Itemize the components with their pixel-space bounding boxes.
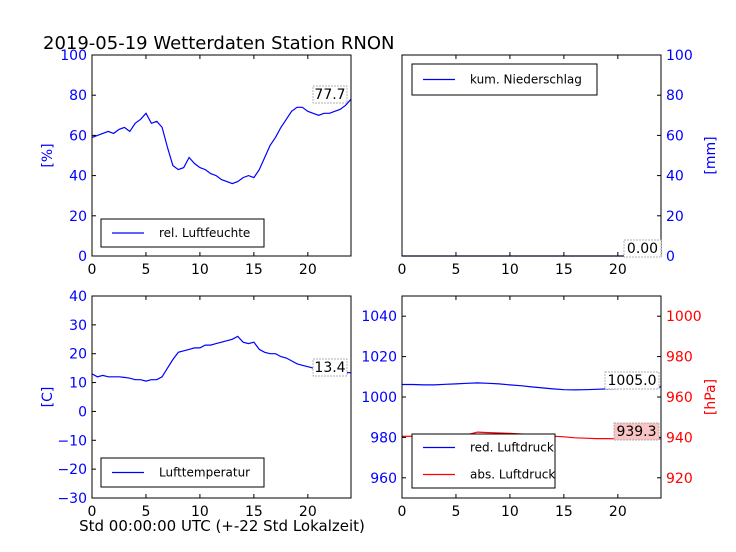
- last-value-box-temperature-0: [312, 358, 348, 377]
- panel-humidity: 0 5 10 15 20 0 20 40 60 80 100 [%] rel. Luftfeuchte 7…: [40, 48, 352, 278]
- plot-frame-humidity: [91, 54, 352, 257]
- last-value-label-humidity-0: 77.7: [314, 87, 345, 103]
- last-value-label-temperature-0: 13.4: [314, 360, 345, 376]
- x-tick-label: 5: [141, 262, 150, 278]
- legend-box-pressure: [411, 433, 556, 489]
- panel-precipitation: 0 5 10 15 20 0 20 40 60 80 100 [mm] kum. Niederschla…: [398, 48, 719, 278]
- legend-label-pressure-1: abs. Luftdruck: [470, 468, 555, 482]
- y-axis-label-humidity: [%]: [40, 143, 56, 167]
- last-value-label-pressure-0: 1005.0: [608, 373, 657, 389]
- last-value-label-pressure-1: 939.3: [616, 424, 656, 440]
- y-tick-label: 980: [370, 430, 397, 446]
- panel-pressure: 0 5 10 15 20 960 980 1000 1020 1040 920 940 960 980 10…: [361, 295, 719, 520]
- last-value-box-pressure-1: [613, 422, 660, 441]
- legend-label-pressure-0: red. Luftdruck: [470, 441, 554, 455]
- y-tick-label: 1040: [361, 309, 397, 325]
- legend-label-humidity-0: rel. Luftfeuchte: [159, 226, 250, 240]
- y-tick-label: 100: [60, 48, 87, 64]
- y-tick-label: 0: [78, 404, 87, 420]
- x-tick-label: 10: [191, 504, 209, 520]
- panel-temperature: 0 5 10 15 20 −30 −20 −10 0 10 20 30 40 [C] Lufttempera…: [40, 289, 352, 520]
- y-tick-label: 100: [666, 48, 693, 64]
- x-tick-label: 0: [88, 504, 97, 520]
- y-tick-label: 0: [78, 249, 87, 265]
- y-axis-label-temperature: [C]: [40, 387, 56, 408]
- y-tick-label: 80: [69, 88, 87, 104]
- y-right-tick-label: 920: [666, 471, 693, 487]
- last-value-box-precipitation-0: [623, 239, 662, 258]
- x-tick-label: 20: [609, 262, 627, 278]
- y-tick-label: 960: [370, 471, 397, 487]
- x-tick-label: 0: [88, 262, 97, 278]
- y-axis-label-precipitation: [mm]: [703, 136, 719, 174]
- x-tick-label: 5: [451, 504, 460, 520]
- legend-label-precipitation-0: kum. Niederschlag: [470, 73, 582, 87]
- x-tick-label: 20: [299, 504, 317, 520]
- y-tick-label: 10: [69, 376, 87, 392]
- plot-frame-precipitation: [401, 54, 662, 257]
- x-tick-label: 10: [501, 262, 519, 278]
- y-tick-label: 20: [69, 209, 87, 225]
- y-tick-label: 60: [69, 128, 87, 144]
- x-tick-label: 0: [398, 504, 407, 520]
- last-value-box-humidity-0: [312, 85, 348, 104]
- y-right-tick-label: 980: [666, 350, 693, 366]
- y-tick-label: 20: [666, 209, 684, 225]
- last-value-label-precipitation-0: 0.00: [627, 241, 658, 257]
- plot-frame-temperature: [91, 295, 352, 499]
- legend-label-temperature-0: Lufttemperatur: [159, 466, 250, 480]
- x-tick-label: 20: [609, 504, 627, 520]
- y-tick-label: 1000: [361, 390, 397, 406]
- y-tick-label: 0: [666, 249, 675, 265]
- time-axis-label: Std 00:00:00 UTC (+-22 Std Lokalzeit): [79, 517, 365, 535]
- x-tick-label: 15: [245, 262, 263, 278]
- y-right-tick-label: 940: [666, 430, 693, 446]
- y-right-tick-label: 1000: [666, 309, 702, 325]
- series-line-humidity-0: [91, 98, 352, 185]
- x-tick-label: 0: [398, 262, 407, 278]
- x-tick-label: 5: [451, 262, 460, 278]
- x-tick-label: 10: [501, 504, 519, 520]
- x-tick-label: 10: [191, 262, 209, 278]
- y-tick-label: 80: [666, 88, 684, 104]
- y-tick-label: −30: [57, 491, 87, 507]
- y-tick-label: 60: [666, 128, 684, 144]
- series-line-temperature-0: [91, 335, 352, 382]
- x-tick-label: 20: [299, 262, 317, 278]
- y-tick-label: 40: [69, 169, 87, 185]
- x-tick-label: 15: [245, 504, 263, 520]
- x-tick-label: 5: [141, 504, 150, 520]
- x-tick-label: 15: [555, 262, 573, 278]
- y-tick-label: −10: [57, 433, 87, 449]
- y-tick-label: 20: [69, 347, 87, 363]
- y-axis-label-pressure: [hPa]: [703, 379, 719, 415]
- x-tick-label: 15: [555, 504, 573, 520]
- y-tick-label: 40: [69, 289, 87, 305]
- y-right-tick-label: 960: [666, 390, 693, 406]
- y-tick-label: −20: [57, 462, 87, 478]
- y-tick-label: 40: [666, 169, 684, 185]
- y-tick-label: 1020: [361, 350, 397, 366]
- last-value-box-pressure-0: [604, 371, 660, 390]
- page-title: 2019-05-19 Wetterdaten Station RNON: [43, 33, 394, 54]
- y-tick-label: 30: [69, 318, 87, 334]
